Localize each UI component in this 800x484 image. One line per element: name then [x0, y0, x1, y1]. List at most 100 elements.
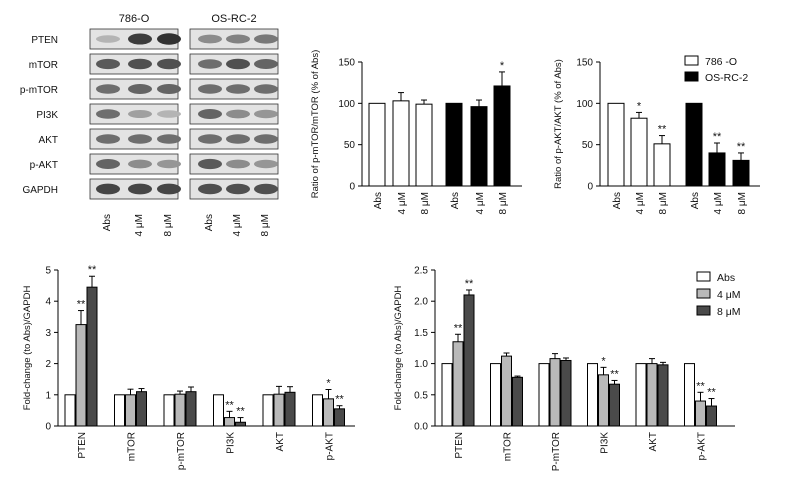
legend-label: 786 -O — [705, 56, 737, 68]
blot-group-label: 786-O — [119, 13, 150, 25]
blot-band — [226, 159, 250, 169]
blot-band — [128, 109, 152, 119]
legend-swatch — [696, 271, 711, 282]
bar — [657, 364, 669, 427]
y-tick-label: 0 — [45, 422, 51, 433]
bar — [323, 398, 334, 427]
bar — [512, 376, 523, 427]
blot-band — [198, 59, 222, 69]
bar — [490, 363, 501, 427]
blot-band — [157, 110, 181, 118]
blot-band — [96, 109, 120, 119]
bar — [685, 102, 703, 187]
blot-lane-label: 8 μM — [260, 214, 271, 236]
significance-marker: ** — [707, 387, 716, 399]
y-tick-label: 150 — [338, 58, 355, 69]
blot-lane-label: Abs — [102, 214, 113, 231]
legend-label: 8 μM — [717, 306, 741, 318]
bar — [463, 294, 475, 427]
x-tick-label: PI3K — [600, 432, 611, 454]
y-tick-label: 1.5 — [414, 328, 428, 339]
blot-band — [96, 183, 120, 195]
blot-band — [198, 134, 222, 144]
bar — [213, 394, 224, 427]
bar — [609, 383, 620, 427]
blot-protein-label: p-mTOR — [20, 85, 58, 96]
significance-marker: ** — [713, 131, 722, 143]
x-tick-label: Abs — [373, 192, 384, 209]
significance-marker: ** — [737, 141, 746, 153]
significance-marker: ** — [225, 399, 234, 411]
blot-band — [198, 34, 222, 44]
y-tick-label: 0 — [349, 182, 355, 193]
bar — [445, 102, 463, 187]
y-tick-label: 3 — [45, 328, 51, 339]
x-tick-label: 4 μM — [475, 192, 486, 214]
legend-label: 4 μM — [717, 289, 741, 301]
blot-protein-label: AKT — [39, 135, 58, 146]
blot-protein-label: PTEN — [31, 35, 58, 46]
blot-protein-label: GAPDH — [22, 185, 58, 196]
blot-lane-label: 4 μM — [134, 214, 145, 236]
blot-band — [254, 34, 278, 44]
blot-band — [226, 134, 250, 144]
y-tick-label: 4 — [45, 297, 51, 308]
y-tick-label: 5 — [45, 266, 51, 277]
bar — [646, 363, 658, 427]
bar — [136, 391, 147, 427]
y-tick-label: 0.5 — [414, 390, 428, 401]
bar — [630, 117, 648, 187]
blot-protein-label: p-AKT — [30, 160, 58, 171]
bar — [708, 152, 726, 187]
x-tick-label: PTEN — [77, 432, 88, 459]
bar — [560, 359, 572, 427]
x-tick-label: AKT — [275, 432, 286, 451]
blot-band — [254, 109, 278, 119]
y-tick-label: 2 — [45, 359, 51, 370]
bar — [284, 391, 296, 427]
x-tick-label: 8 μM — [498, 192, 509, 214]
legend-label: Abs — [717, 272, 735, 284]
y-tick-label: 0 — [587, 182, 593, 193]
blot-group-label: OS-RC-2 — [211, 13, 256, 25]
legend-swatch — [684, 55, 699, 66]
bar — [493, 85, 511, 187]
y-tick-label: 50 — [582, 140, 594, 151]
bar — [415, 103, 433, 187]
x-tick-label: 8 μM — [420, 192, 431, 214]
bar — [441, 363, 453, 427]
blot-lane-label: 8 μM — [163, 214, 174, 236]
blot-lane-label: 4 μM — [232, 214, 243, 236]
bar — [174, 393, 186, 427]
bar — [635, 363, 647, 427]
western-blot-panel: 786-O OS-RC-2 PTEN mTOR p-mTOR PI3K AKT p-AKT GA… — [20, 13, 279, 236]
bar — [538, 363, 550, 427]
significance-marker: * — [326, 377, 331, 389]
blot-band — [128, 159, 152, 169]
significance-marker: * — [500, 60, 505, 72]
y-axis-label: Fold-change (to Abs)/GAPDH — [22, 286, 33, 411]
bar — [273, 393, 285, 427]
significance-marker: ** — [658, 124, 667, 136]
significance-marker: * — [601, 355, 606, 367]
blot-band — [128, 58, 152, 70]
bar — [392, 100, 410, 187]
x-tick-label: Abs — [690, 192, 701, 209]
x-tick-label: PTEN — [454, 432, 465, 459]
bar — [695, 400, 706, 427]
blot-band — [254, 183, 278, 195]
blot-protein-label: mTOR — [29, 60, 58, 71]
legend-swatch — [696, 288, 711, 299]
bar — [64, 394, 76, 427]
x-tick-label: Abs — [612, 192, 623, 209]
significance-marker: ** — [77, 299, 86, 311]
blot-band — [226, 58, 250, 70]
y-tick-label: 100 — [338, 99, 355, 110]
y-tick-label: 1 — [45, 390, 51, 401]
y-tick-label: 2.5 — [414, 266, 428, 277]
blot-band — [254, 59, 278, 69]
p-mtor-mtor-ratio-chart: 0 50 100 150 Ratio of p-mTOR/mTOR (% of Abs)… — [310, 50, 522, 214]
bar — [653, 143, 671, 187]
